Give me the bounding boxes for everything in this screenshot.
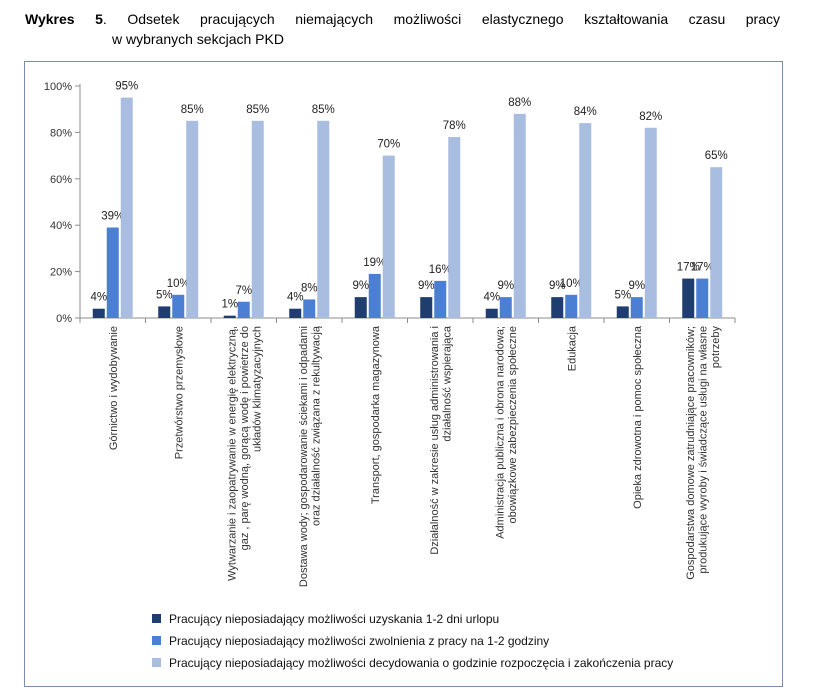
data-label: 84% bbox=[574, 106, 597, 118]
figure-caption: Wykres 5. Odsetek pracujących niemającyc… bbox=[25, 9, 780, 49]
category-label: Dostawa wody; gospodarowanie ściekami i … bbox=[298, 326, 310, 587]
bar bbox=[682, 278, 695, 318]
data-label: 4% bbox=[287, 292, 304, 304]
y-tick-label: 60% bbox=[50, 174, 72, 186]
bar bbox=[448, 137, 461, 318]
data-label: 95% bbox=[115, 81, 138, 93]
bar bbox=[420, 297, 433, 318]
bar bbox=[92, 308, 105, 318]
bar bbox=[630, 297, 643, 318]
figure-title: Odsetek pracujących niemających możliwoś… bbox=[127, 11, 781, 27]
data-label: 10% bbox=[560, 278, 583, 290]
bar bbox=[237, 301, 250, 318]
bar bbox=[485, 308, 498, 318]
y-tick-label: 20% bbox=[50, 267, 72, 279]
data-label: 1% bbox=[221, 299, 238, 311]
bar bbox=[106, 227, 119, 318]
caption-line-1: Wykres 5. Odsetek pracujących niemającyc… bbox=[25, 11, 781, 27]
legend-label: Pracujący nieposiadający możliwości zwol… bbox=[169, 634, 549, 648]
legend-label: Pracujący nieposiadający możliwości decy… bbox=[169, 656, 673, 670]
bar bbox=[120, 97, 133, 318]
data-label: 9% bbox=[497, 280, 514, 292]
data-label: 17% bbox=[677, 262, 700, 274]
legend-swatch bbox=[152, 658, 161, 667]
bar bbox=[186, 120, 199, 318]
data-label: 19% bbox=[363, 257, 386, 269]
bar bbox=[223, 315, 236, 318]
y-tick-label: 0% bbox=[56, 313, 72, 325]
data-label: 7% bbox=[235, 285, 252, 297]
bar bbox=[434, 280, 447, 318]
data-label: 17% bbox=[691, 262, 714, 274]
category-label: gaz , parę wodną, gorącą wodę i powietrz… bbox=[239, 326, 251, 550]
bar bbox=[251, 120, 264, 318]
bar bbox=[382, 155, 395, 318]
category-label: produkujące wyroby i świadczące usługi n… bbox=[697, 326, 709, 574]
bar bbox=[616, 306, 629, 318]
data-label: 4% bbox=[483, 292, 500, 304]
figure-label: Wykres 5 bbox=[25, 11, 103, 27]
data-label: 4% bbox=[90, 292, 107, 304]
data-label: 65% bbox=[705, 150, 728, 162]
y-tick-label: 100% bbox=[44, 81, 72, 93]
category-label: oraz działalność związana z rekultywacją bbox=[311, 325, 323, 526]
data-label: 85% bbox=[312, 104, 335, 116]
data-label: 70% bbox=[377, 139, 400, 151]
data-label: 9% bbox=[549, 280, 566, 292]
category-label: Administracja publiczna i obrona narodow… bbox=[495, 326, 507, 539]
data-label: 9% bbox=[352, 280, 369, 292]
y-tick-label: 40% bbox=[50, 220, 72, 232]
category-label: Górnictwo i wydobywanie bbox=[108, 326, 120, 450]
data-label: 8% bbox=[301, 282, 318, 294]
bar bbox=[551, 297, 564, 318]
bar bbox=[289, 308, 302, 318]
bar-chart: 0%20%40%60%80%100%4% 5%1%4%9% 9%4%9%5%17%3… bbox=[44, 81, 736, 670]
bar bbox=[644, 127, 657, 318]
bar bbox=[499, 297, 512, 318]
bar bbox=[579, 123, 592, 318]
bar bbox=[565, 294, 578, 318]
bar bbox=[303, 299, 316, 318]
chart-frame: 0% 20% 40% 60% 80% 100% 4% 5% 1% 4% 9% 9% 4% 9% 5% 17% 3… bbox=[24, 61, 783, 687]
data-label: 5% bbox=[156, 289, 173, 301]
category-label: Działalność w zakresie usług administrow… bbox=[429, 326, 441, 555]
category-label: układów klimatyzacyjnych bbox=[251, 326, 263, 452]
figure-title-continued: w wybranych sekcjach PKD bbox=[112, 31, 284, 47]
bar bbox=[354, 297, 367, 318]
data-label: 82% bbox=[639, 111, 662, 123]
y-tick-label: 80% bbox=[50, 127, 72, 139]
bar bbox=[317, 120, 330, 318]
category-label: Transport, gospodarka magazynowa bbox=[370, 325, 382, 504]
data-label: 88% bbox=[508, 97, 531, 109]
data-label: 85% bbox=[246, 104, 269, 116]
data-label: 85% bbox=[181, 104, 204, 116]
category-label: działalność wspierająca bbox=[442, 325, 454, 441]
legend-swatch bbox=[152, 614, 161, 623]
category-label: obowiązkowe zabezpieczenia społeczne bbox=[507, 326, 519, 524]
bar bbox=[513, 113, 526, 318]
data-label: 5% bbox=[614, 289, 631, 301]
bar bbox=[158, 306, 171, 318]
data-label: 16% bbox=[429, 264, 452, 276]
bar bbox=[172, 294, 185, 318]
bar bbox=[710, 167, 723, 318]
legend-label: Pracujący nieposiadający możliwości uzys… bbox=[169, 612, 499, 626]
category-label: Gospodarstwa domowe zatrudniające pracow… bbox=[685, 326, 697, 580]
data-label: 10% bbox=[167, 278, 190, 290]
category-label: Opieka zdrowotna i pomoc społeczna bbox=[632, 325, 644, 509]
category-label: potrzeby bbox=[710, 326, 722, 369]
bar bbox=[696, 278, 709, 318]
bar bbox=[368, 273, 381, 318]
data-label: 39% bbox=[101, 211, 124, 223]
category-label: Wytwarzanie i zaopatrywanie w energię el… bbox=[226, 326, 238, 581]
data-label: 9% bbox=[418, 280, 435, 292]
legend-swatch bbox=[152, 636, 161, 645]
category-label: Przetwórstwo przemysłowe bbox=[173, 326, 185, 459]
data-label: 78% bbox=[443, 120, 466, 132]
data-label: 9% bbox=[628, 280, 645, 292]
category-label: Edukacja bbox=[566, 325, 578, 371]
